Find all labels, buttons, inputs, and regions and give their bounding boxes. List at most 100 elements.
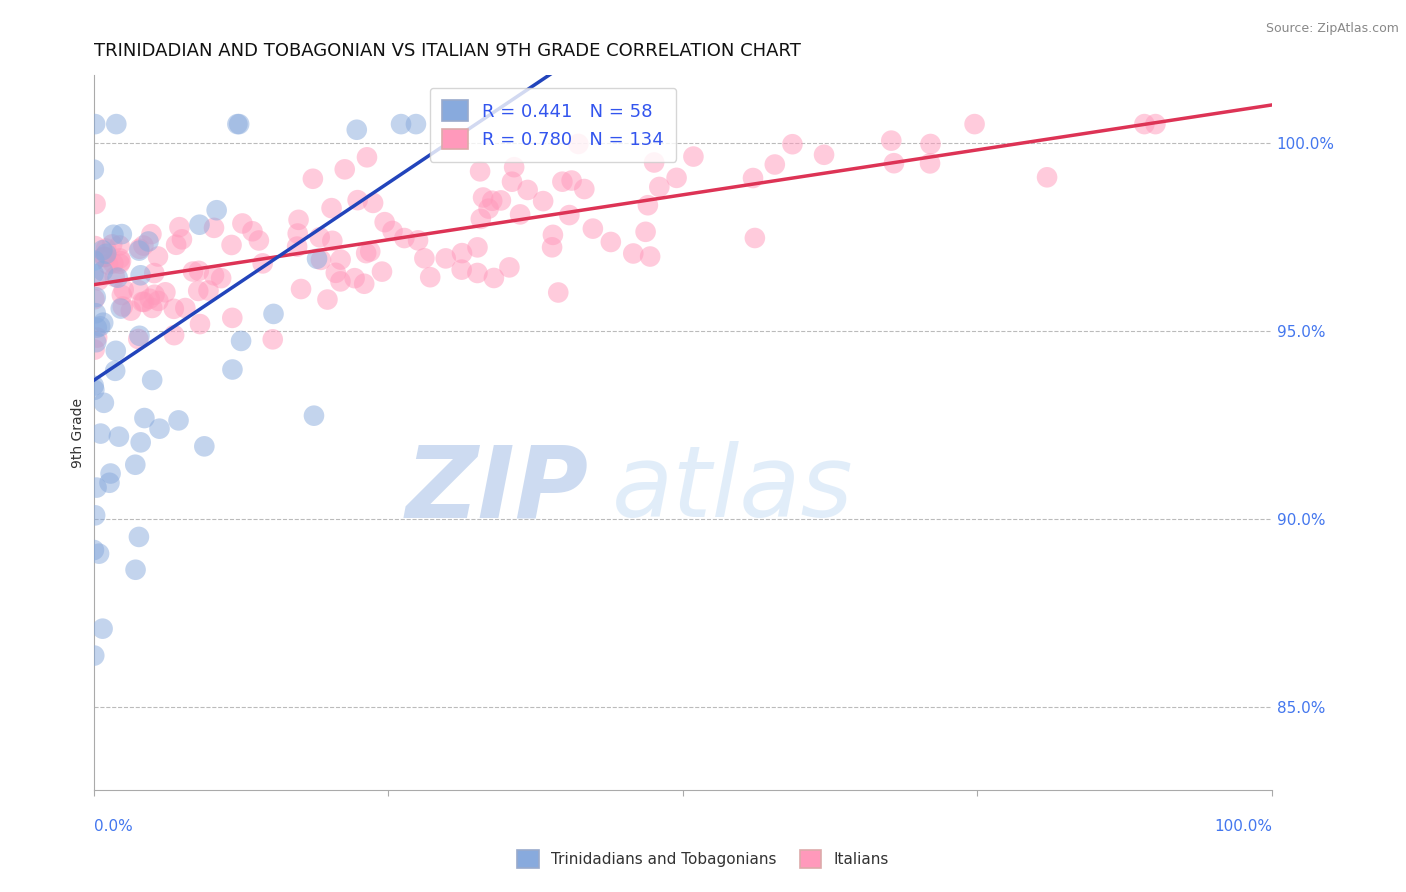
Point: [346, 193, 368, 207]
Point: [574, 182, 596, 196]
Point: [763, 157, 786, 171]
Point: [1144, 117, 1167, 131]
Point: [163, 328, 186, 343]
Point: [104, 343, 127, 358]
Point: [290, 282, 312, 296]
Point: [96, 246, 118, 260]
Point: [228, 117, 250, 131]
Text: 0.0%: 0.0%: [94, 819, 132, 833]
Point: [221, 310, 243, 325]
Point: [637, 198, 659, 212]
Point: [187, 284, 209, 298]
Point: [143, 266, 166, 280]
Point: [321, 234, 343, 248]
Point: [413, 252, 436, 266]
Point: [148, 422, 170, 436]
Point: [108, 430, 131, 444]
Point: [356, 150, 378, 164]
Point: [333, 162, 356, 177]
Point: [111, 227, 134, 241]
Point: [107, 270, 129, 285]
Point: [128, 244, 150, 258]
Point: [141, 301, 163, 315]
Point: [111, 300, 134, 314]
Point: [138, 235, 160, 249]
Point: [83, 267, 105, 281]
Point: [329, 252, 352, 267]
Point: [434, 252, 457, 266]
Point: [103, 227, 125, 242]
Point: [813, 148, 835, 162]
Point: [782, 137, 804, 152]
Point: [516, 183, 538, 197]
Point: [141, 373, 163, 387]
Point: [883, 156, 905, 170]
Point: [170, 232, 193, 246]
Point: [89, 319, 111, 334]
Point: [634, 225, 657, 239]
Point: [541, 240, 564, 254]
Point: [381, 224, 404, 238]
Point: [124, 458, 146, 472]
Point: [132, 294, 155, 309]
Point: [742, 171, 765, 186]
Point: [316, 293, 339, 307]
Point: [128, 530, 150, 544]
Point: [163, 301, 186, 316]
Point: [262, 332, 284, 346]
Point: [419, 270, 441, 285]
Point: [221, 238, 243, 252]
Point: [242, 224, 264, 238]
Point: [174, 301, 197, 315]
Point: [325, 266, 347, 280]
Point: [359, 244, 381, 259]
Text: 100.0%: 100.0%: [1213, 819, 1272, 833]
Point: [86, 330, 108, 344]
Point: [83, 378, 105, 392]
Point: [209, 271, 232, 285]
Point: [302, 171, 325, 186]
Point: [451, 246, 474, 260]
Point: [97, 257, 120, 271]
Point: [111, 288, 134, 302]
Point: [307, 252, 329, 266]
Point: [247, 234, 270, 248]
Point: [188, 218, 211, 232]
Point: [86, 320, 108, 334]
Point: [302, 409, 325, 423]
Point: [110, 301, 132, 316]
Point: [599, 235, 621, 249]
Point: [91, 244, 114, 258]
Point: [1036, 170, 1059, 185]
Point: [371, 265, 394, 279]
Point: [84, 239, 107, 253]
Point: [648, 180, 671, 194]
Point: [83, 162, 105, 177]
Point: [90, 426, 112, 441]
Point: [93, 250, 115, 264]
Text: TRINIDADIAN AND TOBAGONIAN VS ITALIAN 9TH GRADE CORRELATION CHART: TRINIDADIAN AND TOBAGONIAN VS ITALIAN 9T…: [94, 42, 800, 60]
Point: [101, 237, 124, 252]
Point: [472, 190, 495, 204]
Point: [84, 335, 107, 350]
Point: [148, 293, 170, 308]
Point: [104, 364, 127, 378]
Point: [155, 285, 177, 300]
Point: [94, 250, 117, 264]
Point: [287, 212, 309, 227]
Point: [920, 136, 942, 151]
Point: [100, 467, 122, 481]
Point: [129, 268, 152, 283]
Point: [83, 253, 105, 268]
Point: [83, 543, 105, 558]
Point: [120, 303, 142, 318]
Point: [83, 383, 105, 397]
Point: [104, 269, 127, 284]
Point: [744, 231, 766, 245]
Point: [561, 173, 583, 187]
Point: [405, 117, 427, 131]
Point: [84, 306, 107, 320]
Text: ZIP: ZIP: [405, 442, 589, 538]
Point: [112, 283, 135, 297]
Point: [93, 250, 115, 264]
